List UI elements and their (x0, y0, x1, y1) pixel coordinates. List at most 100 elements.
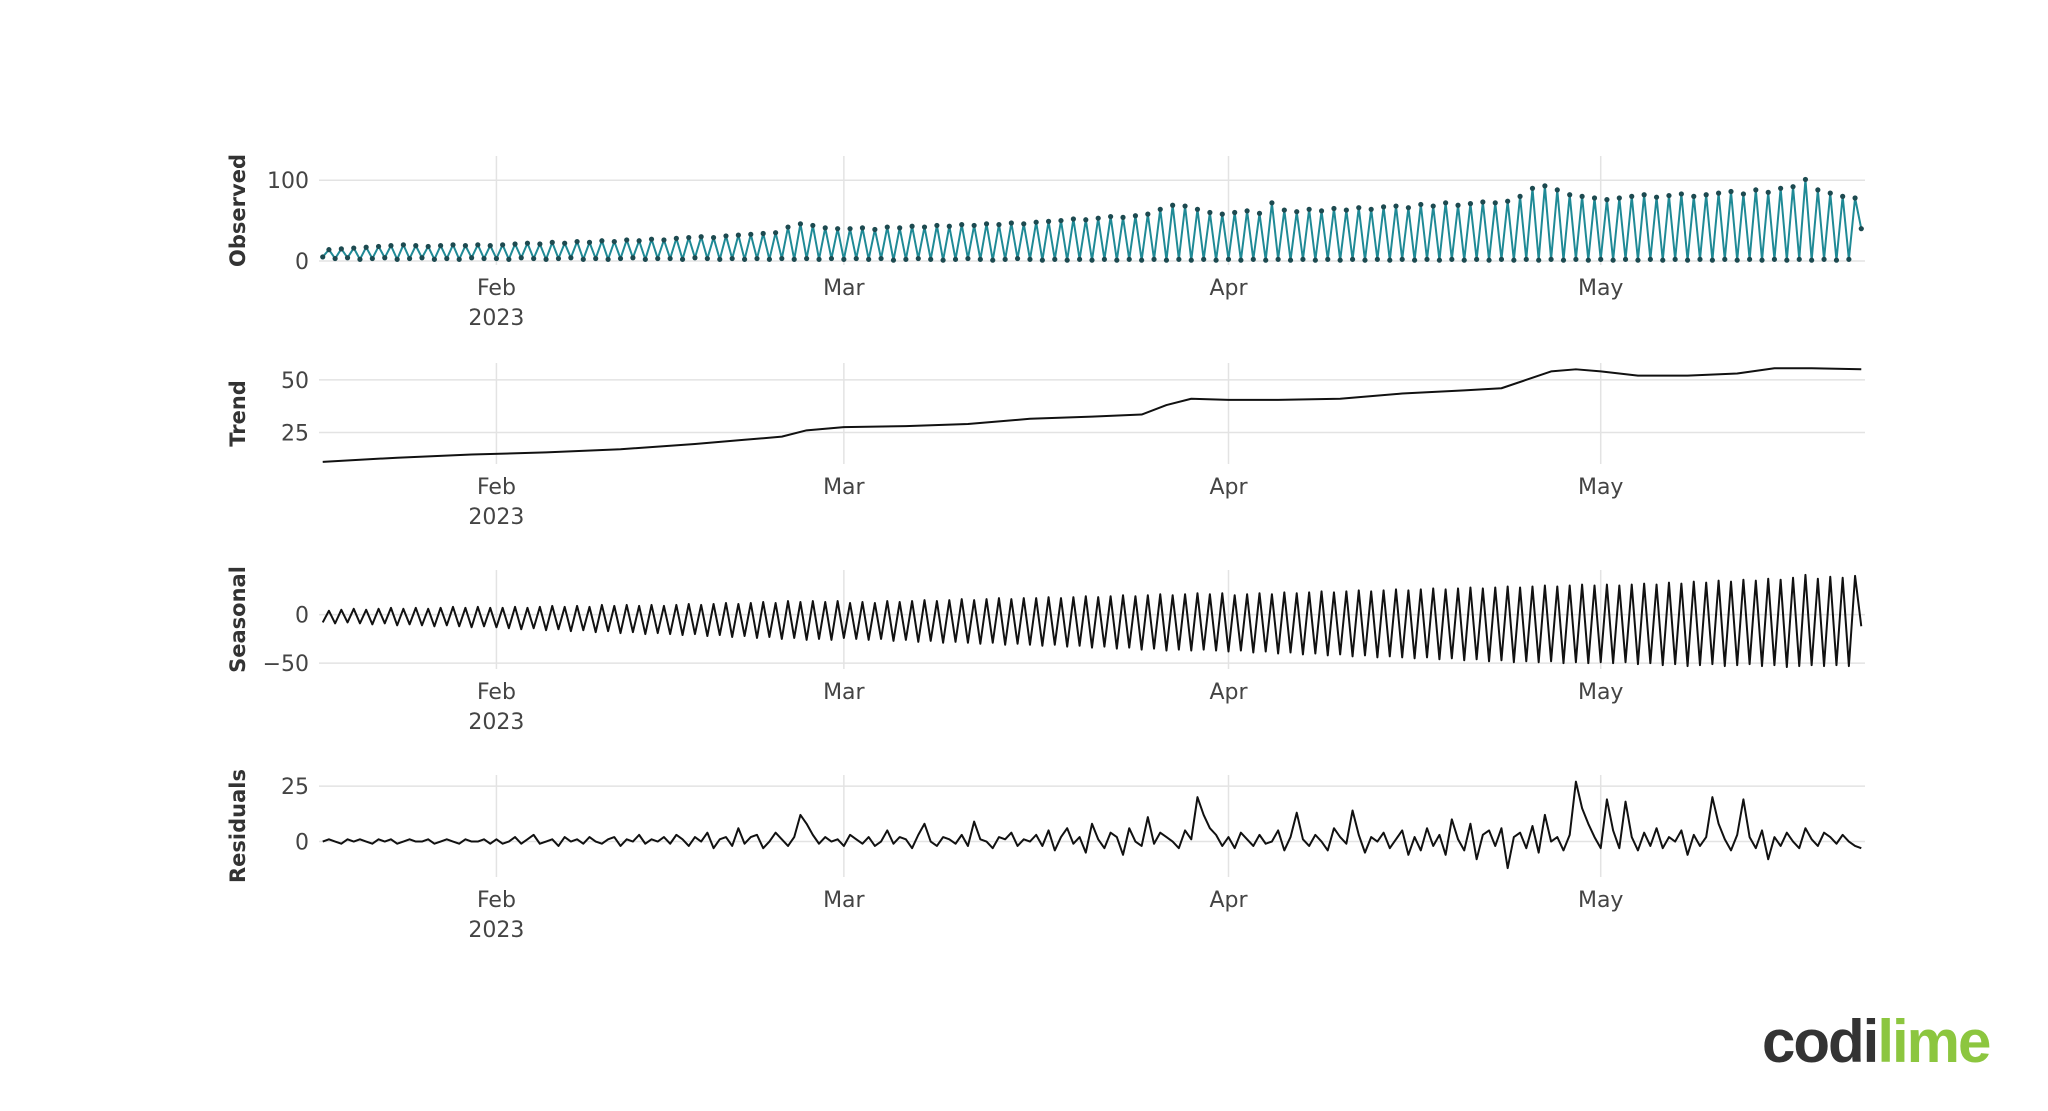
data-point (990, 257, 996, 263)
data-point (1443, 200, 1449, 206)
logo-accent: lime (1877, 1008, 1990, 1075)
data-point (363, 244, 369, 250)
data-point (624, 237, 630, 243)
data-point (382, 255, 388, 261)
data-point (1784, 257, 1790, 263)
data-point (1418, 201, 1424, 208)
data-point (1176, 256, 1182, 262)
data-point (785, 224, 791, 230)
data-point (375, 243, 382, 250)
data-point (1120, 214, 1126, 220)
x-tick-label: Mar (823, 276, 865, 301)
data-point (1207, 209, 1213, 216)
data-point (1387, 257, 1393, 263)
data-point (741, 256, 748, 262)
data-point (512, 241, 518, 247)
data-point (1604, 197, 1610, 203)
data-point (462, 243, 469, 249)
data-point (835, 226, 841, 232)
data-point (1660, 257, 1666, 263)
data-point (487, 243, 493, 249)
data-point (1232, 209, 1238, 216)
data-point (897, 225, 903, 231)
data-point (1145, 211, 1151, 217)
data-point (1486, 257, 1492, 263)
data-point (562, 240, 568, 246)
data-point (475, 242, 481, 248)
data-point (1201, 256, 1207, 262)
data-point (500, 242, 506, 248)
data-point (1747, 256, 1753, 262)
data-point (1027, 256, 1033, 262)
data-point (1275, 256, 1281, 262)
data-point (1337, 257, 1343, 263)
data-point (549, 239, 555, 245)
data-point (1467, 201, 1474, 207)
data-point (1585, 257, 1591, 263)
data-point (679, 256, 686, 262)
data-point (1045, 218, 1052, 224)
data-point (748, 231, 754, 237)
data-point (1126, 256, 1132, 262)
data-point (1300, 256, 1306, 262)
data-point (320, 254, 326, 260)
data-point (326, 247, 332, 253)
data-point (1064, 257, 1070, 263)
data-point (1598, 256, 1604, 262)
data-point (1306, 206, 1312, 212)
data-point (1399, 256, 1405, 262)
data-point (1542, 183, 1548, 189)
y-axis-label: Trend (226, 380, 250, 447)
data-point (1536, 257, 1542, 263)
data-point (698, 234, 704, 240)
data-point (1703, 192, 1709, 198)
data-point (1430, 203, 1436, 209)
data-point (444, 255, 450, 262)
data-point (630, 255, 636, 261)
data-point (1771, 256, 1778, 262)
y-axis-label: Seasonal (226, 566, 250, 673)
data-point (866, 256, 872, 262)
y-tick-label: 50 (281, 369, 309, 394)
data-point (686, 234, 692, 241)
x-tick-label: Mar (823, 680, 865, 705)
data-point (952, 256, 959, 262)
data-point (1393, 203, 1399, 209)
data-point (1424, 256, 1430, 262)
data-point (1759, 257, 1765, 263)
data-point (1244, 208, 1250, 214)
data-point (1517, 193, 1523, 199)
y-tick-label: −50 (263, 652, 309, 677)
data-point (717, 256, 723, 262)
data-point (1083, 217, 1089, 223)
data-point (1641, 192, 1647, 198)
data-point (1722, 256, 1728, 262)
data-point (934, 222, 940, 229)
data-point (1858, 226, 1864, 232)
data-point (351, 245, 357, 251)
data-point (1089, 257, 1095, 263)
data-point (667, 255, 673, 262)
data-point (1331, 205, 1337, 212)
data-point (1219, 211, 1225, 217)
data-point (1374, 256, 1380, 262)
data-point (1635, 257, 1641, 263)
data-point (1753, 187, 1759, 193)
data-point (655, 255, 661, 262)
data-point (1715, 190, 1722, 196)
data-point (1157, 206, 1163, 212)
data-point (605, 256, 611, 262)
data-point (847, 226, 853, 232)
x-tick-year: 2023 (468, 918, 524, 943)
data-point (735, 232, 741, 238)
x-tick-label: Feb (477, 680, 516, 705)
data-point (1449, 256, 1455, 262)
data-point (1132, 213, 1139, 219)
data-point (1362, 257, 1368, 263)
x-tick-label: Feb (477, 475, 516, 500)
y-tick-label: 25 (281, 421, 309, 446)
data-point (636, 238, 642, 244)
data-point (1523, 256, 1529, 262)
data-point (884, 224, 890, 230)
data-point (1833, 257, 1840, 263)
